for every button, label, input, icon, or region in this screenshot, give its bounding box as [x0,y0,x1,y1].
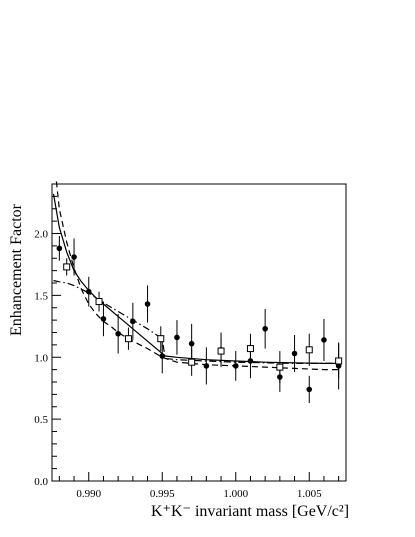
data-point-open-square [335,357,343,365]
data-point-filled-circle [232,363,239,369]
tick-labels: 0.990 0.995 1.000 1.005 0.0 0.5 1.0 1.5 2.0 [34,229,322,501]
data-point-filled-circle [159,353,166,359]
y-axis-title: Enhancement Factor [8,203,25,336]
dash-dot-fit-curve [53,279,342,364]
y-tick-label: 1.0 [34,352,48,364]
x-tick-label: 0.995 [150,488,175,500]
data-point-open-square [276,363,284,371]
data-point-open-square [157,335,165,343]
data-point-filled-circle [306,386,313,393]
dashed-fit-curve [55,181,342,371]
data-point-open-square [217,347,225,355]
y-tick-label: 2.0 [34,229,48,241]
x-axis-title: K⁺K⁻ invariant mass [GeV/c²] [151,503,349,520]
y-tick-label: 1.5 [34,290,48,302]
data-point-open-square [305,346,313,354]
solid-fit-curve [52,193,342,364]
data-point-filled-circle [321,337,327,343]
data-point-open-square [124,335,132,343]
data-point-filled-circle [291,350,298,357]
data-point-filled-circle [203,363,210,369]
data-point-filled-circle [71,254,77,260]
y-tick-label: 0.0 [34,476,48,488]
fit-curves [52,181,342,371]
data-point-filled-circle [174,334,180,341]
data-point-filled-circle [56,245,63,252]
data-point-filled-circle [144,301,151,307]
data-point-filled-circle [262,325,268,332]
data-point-open-square [188,358,196,366]
data-point-filled-circle [85,288,92,295]
plot-frame [51,183,347,482]
data-point-open-square [63,263,71,271]
x-tick-label: 1.005 [297,488,322,500]
data-point-filled-circle [188,340,195,347]
axis-ticks [52,183,340,482]
x-tick-label: 0.990 [76,488,101,500]
data-point-open-square [246,345,254,353]
data-points [56,235,343,404]
x-tick-label: 1.000 [223,488,248,500]
data-point-filled-circle [115,330,121,337]
data-point-filled-circle [100,316,107,322]
data-point-filled-circle [130,318,136,325]
y-tick-label: 0.5 [34,414,48,426]
data-point-open-square [95,298,103,306]
